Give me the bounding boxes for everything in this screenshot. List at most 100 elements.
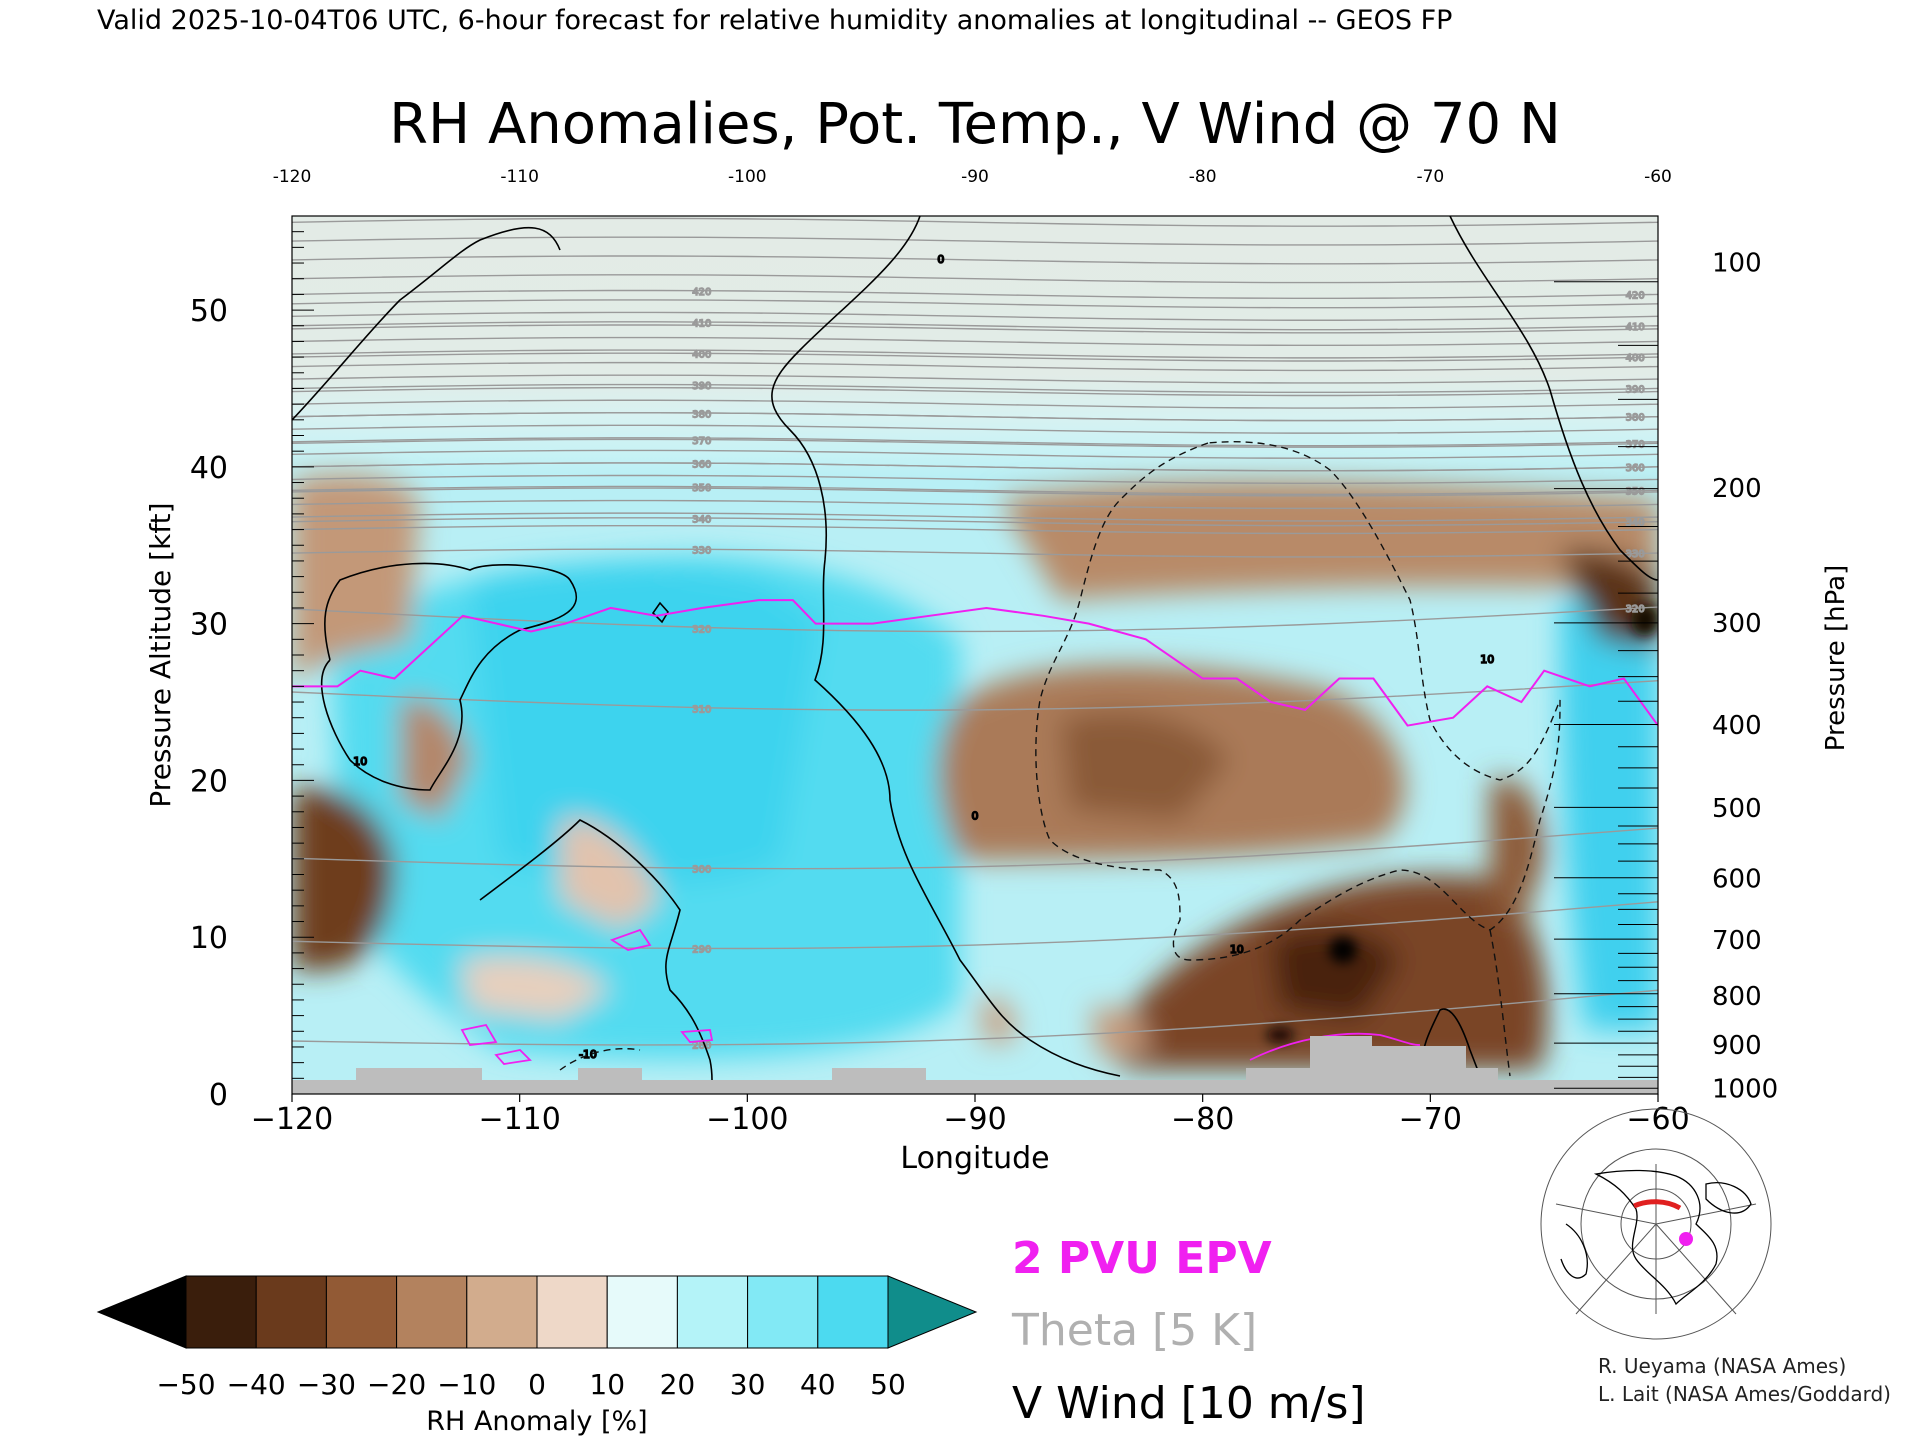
pressure-tick-label: 600 xyxy=(1712,865,1762,895)
dry-anomaly-region xyxy=(1490,778,1545,930)
map-coastline xyxy=(1593,1169,1718,1306)
theta-contour-line xyxy=(292,524,1658,535)
x-tick-label: −60 xyxy=(1626,1102,1689,1137)
credit-line-2: L. Lait (NASA Ames/Goddard) xyxy=(1598,1382,1891,1406)
vwind-negative-contours xyxy=(559,441,1561,1077)
dry-anomaly-region xyxy=(292,474,420,680)
pressure-tick-label: 900 xyxy=(1712,1031,1762,1061)
terrain xyxy=(292,1036,1658,1094)
theta-label: 300 xyxy=(692,865,711,876)
theta-label: 410 xyxy=(692,318,711,329)
moist-anomaly-region xyxy=(470,563,820,884)
vwind-minus-ten-line xyxy=(1489,929,1511,1077)
map-cross-section-line xyxy=(1633,1199,1682,1211)
x-top-tick-label: -80 xyxy=(1189,167,1217,187)
colorbar-tick-label: 20 xyxy=(660,1368,696,1401)
colorbar-segment xyxy=(185,1275,257,1349)
dry-anomaly-region xyxy=(292,787,395,970)
theta-label: 420 xyxy=(692,287,711,298)
theta-label: 380 xyxy=(692,409,711,420)
vwind-zero-line xyxy=(771,216,1121,1077)
dry-anomaly-region xyxy=(460,956,610,1020)
y-tick-label: 30 xyxy=(190,608,228,643)
pressure-tick-label: 400 xyxy=(1712,711,1762,741)
vwind-contour-label: 10 xyxy=(353,755,367,768)
y-axis-label: Pressure Altitude [kft] xyxy=(144,502,177,807)
theta-contour-line xyxy=(292,289,1658,299)
credit-line-1: R. Ueyama (NASA Ames) xyxy=(1598,1354,1847,1378)
x-tick-label: −110 xyxy=(478,1102,560,1137)
map-meridian xyxy=(1655,1203,1757,1225)
theta-label: 320 xyxy=(1626,604,1645,615)
vwind-minus-ten-line xyxy=(559,1048,641,1071)
theta-contour-line xyxy=(292,412,1658,422)
theta-label: 340 xyxy=(692,514,711,525)
colorbar-tick-label: −40 xyxy=(227,1368,286,1401)
x-axis-label: Longitude xyxy=(900,1141,1049,1176)
vwind-contour-label: 0 xyxy=(972,810,979,823)
legend-vwind: V Wind [10 m/s] xyxy=(1012,1378,1366,1429)
theta-label: 410 xyxy=(1626,322,1645,333)
theta-contour-line xyxy=(292,462,1658,472)
theta-contour-line xyxy=(292,438,1658,448)
map-location-dot xyxy=(1679,1232,1693,1246)
theta-label: 330 xyxy=(692,546,711,557)
theta-contour-line xyxy=(292,827,1658,870)
theta-contour-line xyxy=(292,336,1658,347)
x-tick-label: −80 xyxy=(1171,1102,1234,1137)
map-meridian xyxy=(1575,1223,1657,1315)
pressure-tick-label: 1000 xyxy=(1712,1075,1778,1105)
epv-contour xyxy=(680,1029,714,1043)
theta-contour-line xyxy=(292,424,1658,434)
theta-contour-line xyxy=(292,485,1658,495)
colorbar-tick-label: 40 xyxy=(800,1368,836,1401)
vwind-zero-line xyxy=(292,226,561,421)
theta-label: 360 xyxy=(1626,463,1645,474)
theta-contour-line xyxy=(292,606,1658,633)
x-top-tick-label: -70 xyxy=(1416,167,1444,187)
theta-contour-line xyxy=(292,449,1658,459)
theta-label: 390 xyxy=(692,381,711,392)
colorbar-tick-label: −20 xyxy=(367,1368,426,1401)
theta-label: 400 xyxy=(1626,353,1645,364)
theta-contour-line xyxy=(292,387,1658,397)
theta-label: 360 xyxy=(692,459,711,470)
x-axis-bottom: −120 −110 −100 −90 −80 −70 −60 xyxy=(251,1094,1690,1137)
y-axis-right: 1000 900 800 700 600 500 400 300 200 100 xyxy=(1554,248,1778,1105)
theta-contour-line xyxy=(292,499,1658,510)
vwind-contour-label: -10 xyxy=(579,1048,597,1061)
y-tick-label: 10 xyxy=(190,921,228,956)
pressure-tick-label: 800 xyxy=(1712,982,1762,1012)
theta-label: 380 xyxy=(1626,413,1645,424)
theta-label: 320 xyxy=(692,625,711,636)
x-top-tick-label: -60 xyxy=(1644,167,1672,187)
pressure-tick-label: 500 xyxy=(1712,794,1762,824)
theta-label: 290 xyxy=(692,944,711,955)
vwind-zero-line xyxy=(479,819,713,1081)
colorbar-segment xyxy=(536,1275,608,1349)
dry-anomaly-region xyxy=(1060,712,1230,820)
map-coastline xyxy=(1560,1223,1588,1279)
theta-label: 400 xyxy=(692,350,711,361)
epv-2pvu-line xyxy=(292,599,1658,727)
x-tick-label: −70 xyxy=(1399,1102,1462,1137)
chart-title: RH Anomalies, Pot. Temp., V Wind @ 70 N xyxy=(389,92,1561,157)
theta-label: 330 xyxy=(1626,549,1645,560)
pressure-tick-label: 200 xyxy=(1712,474,1762,504)
legend-epv: 2 PVU EPV xyxy=(1012,1233,1272,1284)
x-tick-label: −120 xyxy=(251,1102,333,1137)
colorbar-segment xyxy=(325,1275,398,1349)
theta-contour-line xyxy=(292,680,1658,711)
colorbar-tick-label: −10 xyxy=(437,1368,496,1401)
y-axis-left: 0 10 20 30 40 50 xyxy=(190,231,314,1113)
epv-contour xyxy=(609,928,652,951)
theta-contour-line xyxy=(292,383,1658,394)
y-tick-label: 50 xyxy=(190,294,228,329)
y-tick-label: 20 xyxy=(190,764,228,799)
dry-anomaly-region xyxy=(1090,1007,1150,1060)
y-axis-right-label: Pressure [hPa] xyxy=(1821,565,1851,752)
vwind-minus-ten-line xyxy=(1035,441,1561,961)
theta-contour-line xyxy=(292,352,1658,362)
